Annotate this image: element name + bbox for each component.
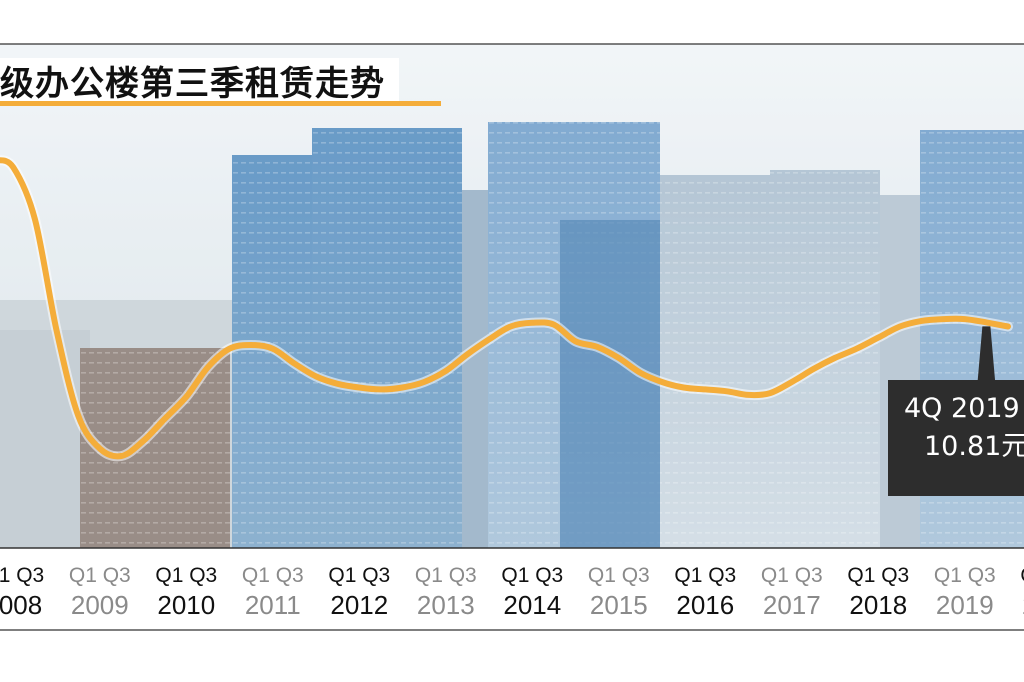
x-tick-year: 2020 <box>1022 590 1024 620</box>
x-tick-year: 2014 <box>503 590 561 620</box>
x-tick-year: 2010 <box>157 590 215 620</box>
chart-marks <box>0 155 1013 462</box>
x-tick-quarters: Q1 Q3 <box>501 564 563 587</box>
x-tick-year: 2009 <box>71 590 129 620</box>
x-tick-year: 2015 <box>590 590 648 620</box>
callout-period: 4Q 2019 <box>904 393 1020 424</box>
x-tick-quarters: Q1 Q3 <box>1020 564 1024 587</box>
title-underline <box>0 101 441 106</box>
x-tick-quarters: Q1 Q3 <box>588 564 650 587</box>
x-tick-quarters: Q1 Q3 <box>242 564 304 587</box>
x-tick-quarters: Q1 Q3 <box>69 564 131 587</box>
x-tick-year: 2013 <box>417 590 475 620</box>
skyline-photo-background <box>0 44 1024 548</box>
annotation-pointer <box>977 326 996 384</box>
x-tick-year: 2012 <box>330 590 388 620</box>
chart-title-box: 级办公楼第三季租赁走势 <box>0 58 399 104</box>
x-tick-quarters: Q1 Q3 <box>847 564 909 587</box>
x-tick-year: 2016 <box>676 590 734 620</box>
x-tick-quarters: Q1 Q3 <box>328 564 390 587</box>
series-line <box>0 157 1011 460</box>
x-tick-year: 2017 <box>763 590 821 620</box>
x-tick-year: 2018 <box>849 590 907 620</box>
x-tick-labels: Q1 Q3 2008 Q1 Q3 2009 Q1 Q3 2010 Q1 Q3 2011 Q1 Q… <box>0 564 1024 620</box>
x-tick-quarters: Q1 Q3 <box>155 564 217 587</box>
callout-value: 10.81元 <box>924 431 1024 462</box>
x-tick-year: 2008 <box>0 590 42 620</box>
x-tick-year: 2011 <box>245 590 301 620</box>
chart-title: 级办公楼第三季租赁走势 <box>0 63 385 104</box>
x-tick-quarters: Q1 Q3 <box>0 564 44 587</box>
x-tick-year: 2019 <box>936 590 994 620</box>
x-tick-quarters: Q1 Q3 <box>934 564 996 587</box>
x-tick-quarters: Q1 Q3 <box>761 564 823 587</box>
x-tick-quarters: Q1 Q3 <box>415 564 477 587</box>
x-tick-quarters: Q1 Q3 <box>674 564 736 587</box>
value-callout: 4Q 2019 10.81元 <box>888 380 1024 496</box>
